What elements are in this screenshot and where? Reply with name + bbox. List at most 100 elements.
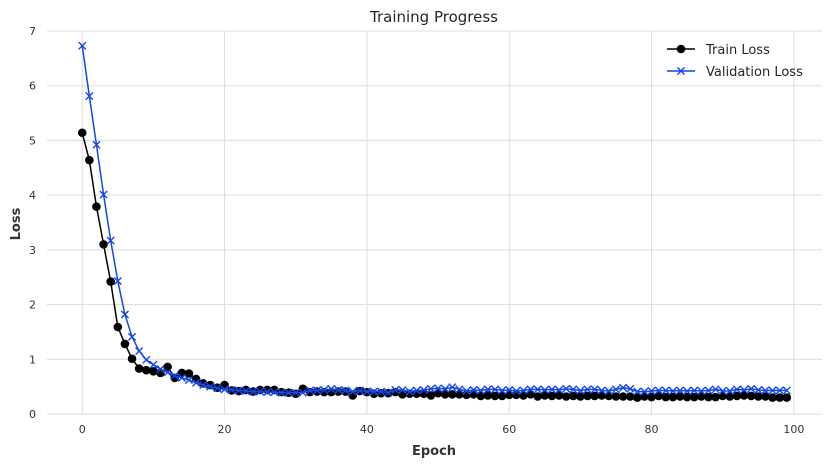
data-point	[92, 140, 101, 149]
data-point	[725, 386, 734, 396]
grid-layer	[47, 30, 822, 415]
data-point	[92, 202, 101, 211]
data-point	[113, 322, 123, 332]
data-point	[711, 392, 720, 402]
data-point	[654, 386, 663, 395]
data-point	[498, 386, 507, 395]
data-point	[633, 387, 642, 396]
y-tick-label: 3	[29, 244, 36, 257]
legend-marker	[676, 66, 686, 76]
data-point	[611, 392, 621, 401]
data-point	[277, 388, 286, 397]
tick-labels: 0 20 40 60 80 100 0 1 2 3 4 5 6 7	[29, 25, 804, 436]
data-point	[156, 365, 165, 374]
data-point	[661, 386, 670, 395]
data-point	[554, 391, 564, 400]
data-point	[682, 392, 692, 402]
data-point	[704, 386, 713, 395]
data-point	[675, 386, 685, 395]
data-point	[732, 385, 742, 394]
data-point	[540, 385, 549, 395]
data-point	[689, 392, 699, 402]
x-tick-label: 20	[218, 423, 232, 436]
data-point	[127, 354, 137, 364]
legend-label: Validation Loss	[706, 65, 803, 80]
data-point	[106, 277, 115, 286]
data-point	[761, 392, 770, 401]
data-point	[134, 364, 144, 373]
data-point	[455, 385, 464, 394]
data-point	[220, 385, 229, 394]
data-point	[782, 386, 791, 395]
data-point	[697, 392, 706, 401]
data-point	[583, 391, 592, 401]
x-tick-label: 40	[360, 423, 374, 436]
series-train-loss	[77, 128, 792, 402]
data-point	[711, 385, 720, 394]
data-point	[77, 128, 87, 138]
data-point	[177, 373, 186, 382]
data-point	[483, 391, 493, 400]
data-point	[540, 391, 550, 400]
chart-title: Training Progress	[369, 8, 498, 26]
data-point	[191, 378, 201, 387]
data-point	[576, 392, 585, 401]
data-point	[590, 391, 599, 401]
x-tick-label: 80	[645, 423, 659, 436]
data-point	[533, 392, 542, 401]
data-point	[447, 390, 457, 399]
data-point	[99, 240, 108, 249]
data-point	[725, 392, 735, 401]
data-point	[163, 362, 172, 372]
data-point	[398, 385, 407, 395]
data-point	[739, 391, 749, 400]
data-point	[604, 386, 613, 396]
data-point	[768, 386, 777, 395]
data-point	[568, 391, 578, 401]
data-point	[718, 386, 727, 396]
data-point	[611, 385, 621, 394]
data-point	[782, 393, 792, 402]
data-point	[362, 387, 371, 396]
data-point	[327, 384, 336, 393]
data-point	[163, 368, 172, 377]
data-point	[85, 155, 94, 165]
data-point	[433, 384, 443, 393]
data-point	[732, 391, 742, 401]
data-point	[775, 386, 784, 395]
series-line	[81, 45, 787, 394]
x-axis-label: Epoch	[412, 444, 456, 459]
data-point	[291, 388, 300, 397]
data-point	[170, 371, 179, 380]
data-point	[248, 387, 258, 396]
data-point	[270, 388, 279, 397]
data-point	[569, 385, 578, 394]
data-point	[547, 385, 557, 394]
data-point	[149, 367, 158, 376]
data-point	[775, 393, 784, 402]
data-point	[263, 388, 272, 397]
x-tick-label: 60	[502, 423, 516, 436]
data-point	[426, 391, 436, 400]
data-point	[661, 392, 671, 402]
data-point	[675, 392, 685, 401]
data-point	[369, 387, 379, 396]
data-point	[462, 386, 471, 396]
data-point	[505, 385, 514, 395]
data-point	[469, 385, 478, 395]
y-tick-label: 4	[29, 189, 36, 202]
data-point	[127, 332, 137, 341]
data-point	[220, 380, 229, 390]
data-point	[241, 385, 251, 395]
legend-item: Train Loss	[667, 43, 770, 58]
y-axis-label: Loss	[9, 207, 24, 240]
data-point	[391, 385, 400, 395]
data-point	[334, 385, 343, 395]
data-point	[113, 276, 122, 286]
legend-marker	[676, 44, 686, 54]
data-point	[683, 386, 692, 396]
data-point	[526, 385, 535, 394]
data-point	[234, 386, 243, 395]
data-point	[78, 41, 87, 50]
data-point	[377, 387, 386, 396]
